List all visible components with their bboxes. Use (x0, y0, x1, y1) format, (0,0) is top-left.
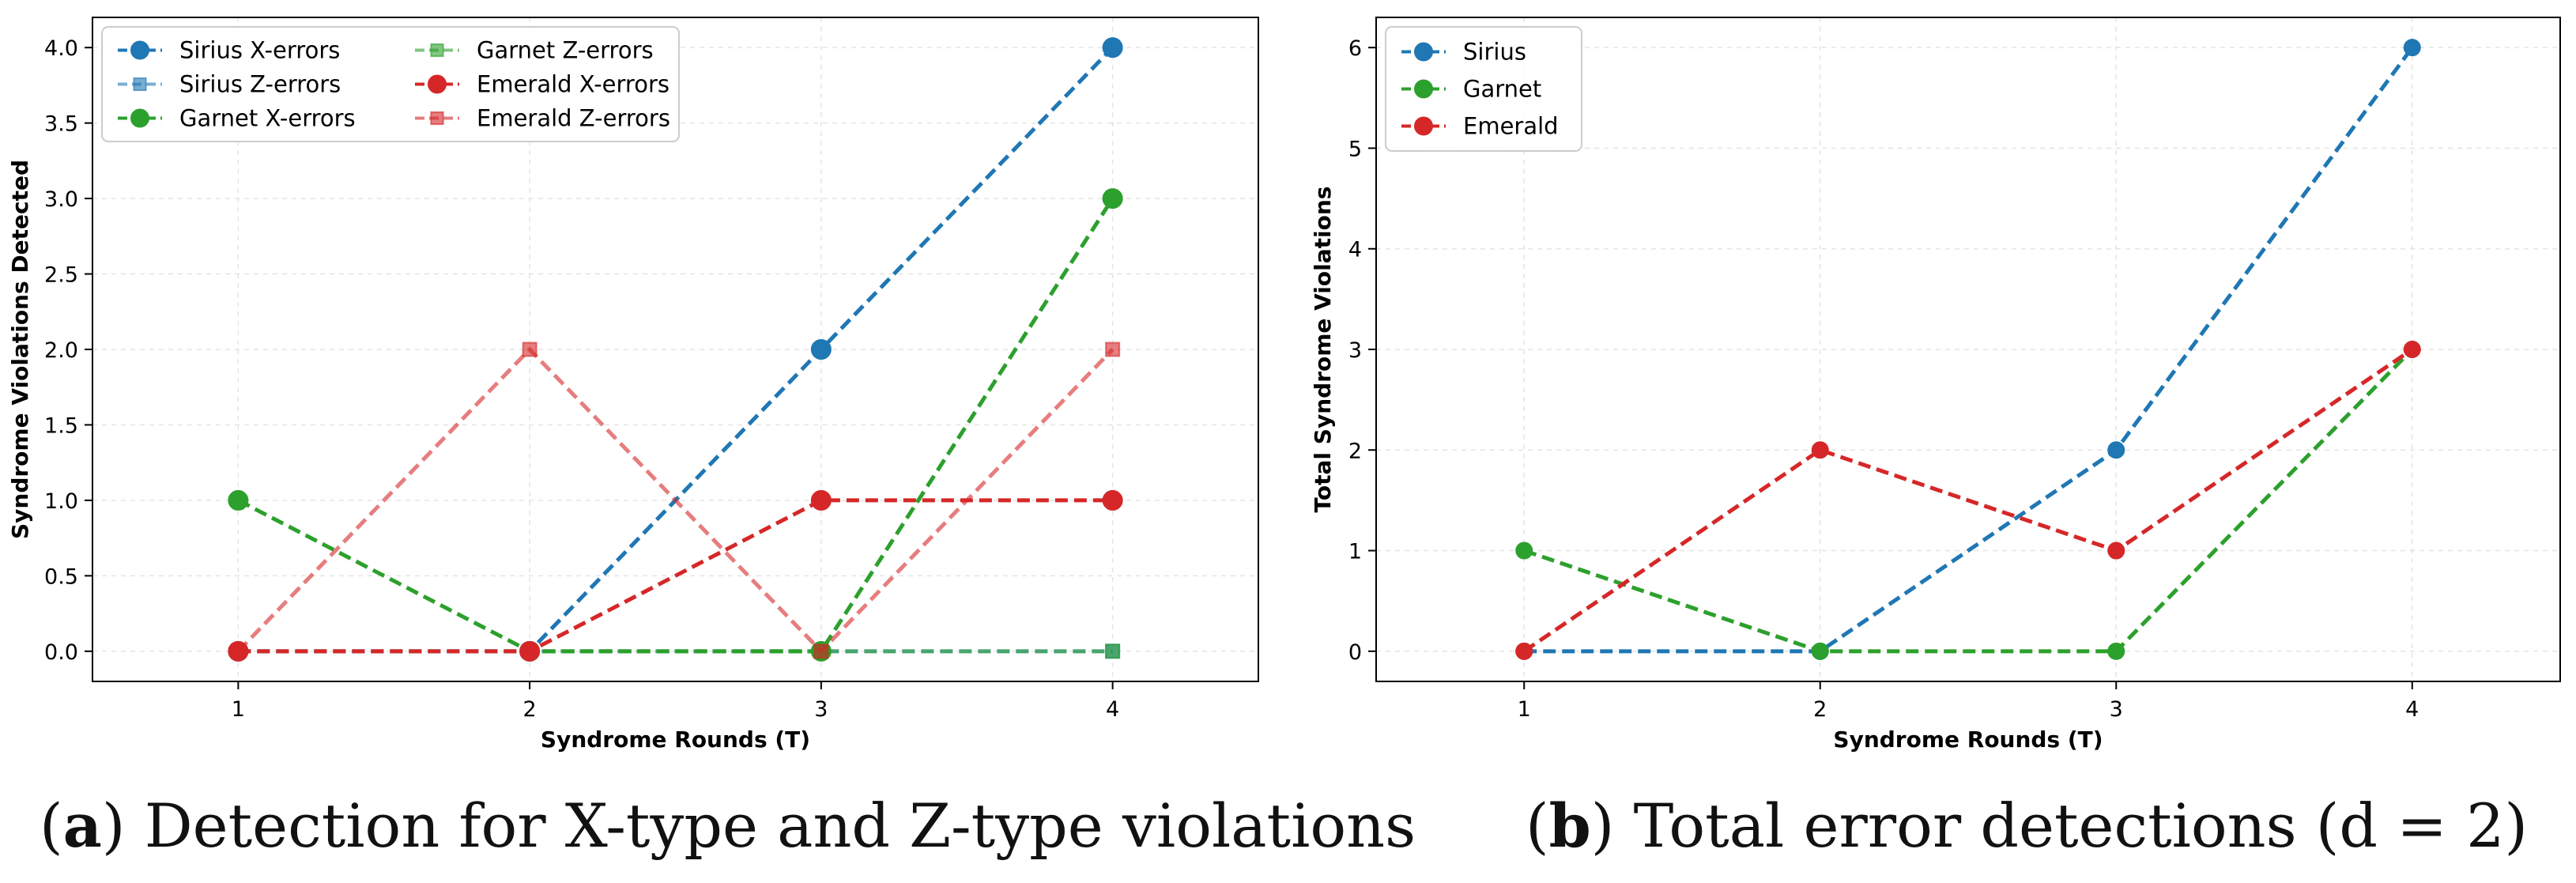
b-legend-box (1385, 26, 1582, 152)
a-legend-label-2: Garnet X-errors (179, 105, 356, 132)
b-legend-label-0: Sirius (1463, 39, 1526, 66)
b-line-1 (1523, 348, 2414, 654)
a-point-5-0 (230, 643, 246, 659)
a-ytick-label-5: 2.5 (44, 263, 78, 288)
a-ytick-label-2: 1.0 (44, 489, 78, 514)
b-line-0 (1524, 46, 2414, 654)
a-line-2 (237, 197, 1115, 654)
b-frame (1375, 17, 2561, 682)
b-point-1-1 (1811, 642, 1829, 660)
b-line-2 (1522, 347, 2414, 653)
caption-a-text: Detection for X-type and Z-type violatio… (144, 791, 1416, 861)
a-xlabel: Syndrome Rounds (T) (541, 726, 810, 753)
a-legend-marker-1 (133, 77, 147, 92)
b-ytick-label-3: 3 (1348, 338, 1362, 363)
caption-a-label: a (62, 791, 102, 861)
a-ytick-label-4: 2.0 (44, 338, 78, 363)
a-xtick-label-0: 1 (232, 697, 245, 722)
a-point-2-3 (1102, 188, 1123, 209)
a-xtick-label-3: 4 (1106, 697, 1119, 722)
b-xtick-label-2: 3 (2110, 697, 2123, 722)
a-legend-marker-4 (428, 74, 447, 94)
a-ytick-label-8: 4.0 (44, 36, 78, 61)
b-legend-marker-2 (1414, 116, 1433, 136)
a-point-0-2 (810, 339, 832, 360)
b-point-2-3 (2403, 341, 2421, 358)
chart-a: 1 2 3 4 0.0 0.5 1.0 1.5 2.0 2.5 3.0 3.5 4.0 Syndrome … (7, 17, 1259, 753)
b-ytick-label-6: 6 (1348, 36, 1362, 61)
b-point-0-2 (2107, 441, 2125, 459)
a-legend-marker-2 (130, 108, 149, 128)
a-legend: Sirius X-errors Sirius Z-errors Garnet X-e… (101, 26, 680, 142)
b-xtick-label-3: 4 (2405, 697, 2419, 722)
a-point-5-3 (1105, 342, 1121, 357)
a-legend-label-3: Garnet Z-errors (477, 37, 654, 64)
caption-b-text: Total error detections (d = 2) (1633, 791, 2529, 861)
b-legend-marker-0 (1414, 42, 1433, 62)
a-legend-marker-3 (430, 43, 444, 58)
a-ytick-label-6: 3.0 (44, 187, 78, 212)
a-xtick-label-1: 2 (523, 697, 537, 722)
b-ytick-label-1: 1 (1348, 540, 1362, 564)
b-point-2-2 (2107, 541, 2125, 560)
a-legend-label-1: Sirius Z-errors (179, 71, 341, 98)
a-point-2-0 (228, 489, 249, 511)
b-point-2-1 (1811, 441, 1829, 459)
a-ytick-label-3: 1.5 (44, 413, 78, 438)
a-series-emerald-z-errors (230, 342, 1121, 659)
caption-b: (b) Total error detections (d = 2) (1526, 791, 2529, 861)
b-legend-label-2: Emerald (1463, 113, 1559, 140)
b-ytick-label-4: 4 (1348, 238, 1362, 262)
a-ytick-label-7: 3.5 (44, 112, 78, 137)
b-legend: Sirius Garnet Emerald (1385, 26, 1582, 152)
a-ytick-label-1: 0.5 (44, 564, 78, 589)
a-point-5-1 (522, 342, 537, 357)
b-point-1-2 (2107, 642, 2125, 660)
b-ytick-label-0: 0 (1348, 640, 1362, 665)
a-legend-marker-5 (430, 111, 444, 126)
b-ytick-label-5: 5 (1348, 137, 1362, 161)
b-ytick-label-2: 2 (1348, 439, 1362, 463)
a-ytick-label-0: 0.0 (44, 640, 78, 665)
a-point-4-1 (519, 640, 541, 662)
chart-b: 1 2 3 4 0 1 2 3 4 5 6 Syndrome Rounds (T) Total Synd… (1310, 17, 2561, 753)
b-xlabel: Syndrome Rounds (T) (1833, 726, 2103, 753)
caption-b-label: b (1548, 791, 1591, 861)
a-point-3-3 (1105, 643, 1121, 659)
a-point-0-3 (1102, 37, 1123, 58)
b-point-0-3 (2403, 39, 2421, 57)
a-point-4-2 (810, 489, 832, 511)
a-frame (92, 17, 1259, 682)
a-legend-label-0: Sirius X-errors (179, 37, 340, 64)
a-point-4-3 (1102, 489, 1123, 511)
a-legend-label-5: Emerald Z-errors (477, 105, 670, 132)
b-legend-label-1: Garnet (1463, 76, 1541, 103)
a-point-5-2 (813, 643, 829, 659)
a-xtick-label-2: 3 (814, 697, 828, 722)
b-point-1-0 (1515, 541, 1533, 560)
a-line-5 (236, 346, 1115, 655)
a-ylabel: Syndrome Violations Detected (7, 160, 33, 539)
b-xtick-label-1: 2 (1813, 697, 1827, 722)
b-xtick-label-0: 1 (1518, 697, 1531, 722)
a-legend-box (101, 26, 680, 142)
a-legend-marker-0 (130, 40, 149, 60)
b-legend-marker-1 (1414, 79, 1433, 99)
caption-a: (a) Detection for X-type and Z-type viol… (40, 791, 1416, 861)
a-legend-label-4: Emerald X-errors (477, 71, 669, 98)
b-ylabel: Total Syndrome Violations (1310, 187, 1336, 513)
b-point-2-0 (1515, 642, 1533, 660)
b-series-emerald (1515, 341, 2421, 660)
